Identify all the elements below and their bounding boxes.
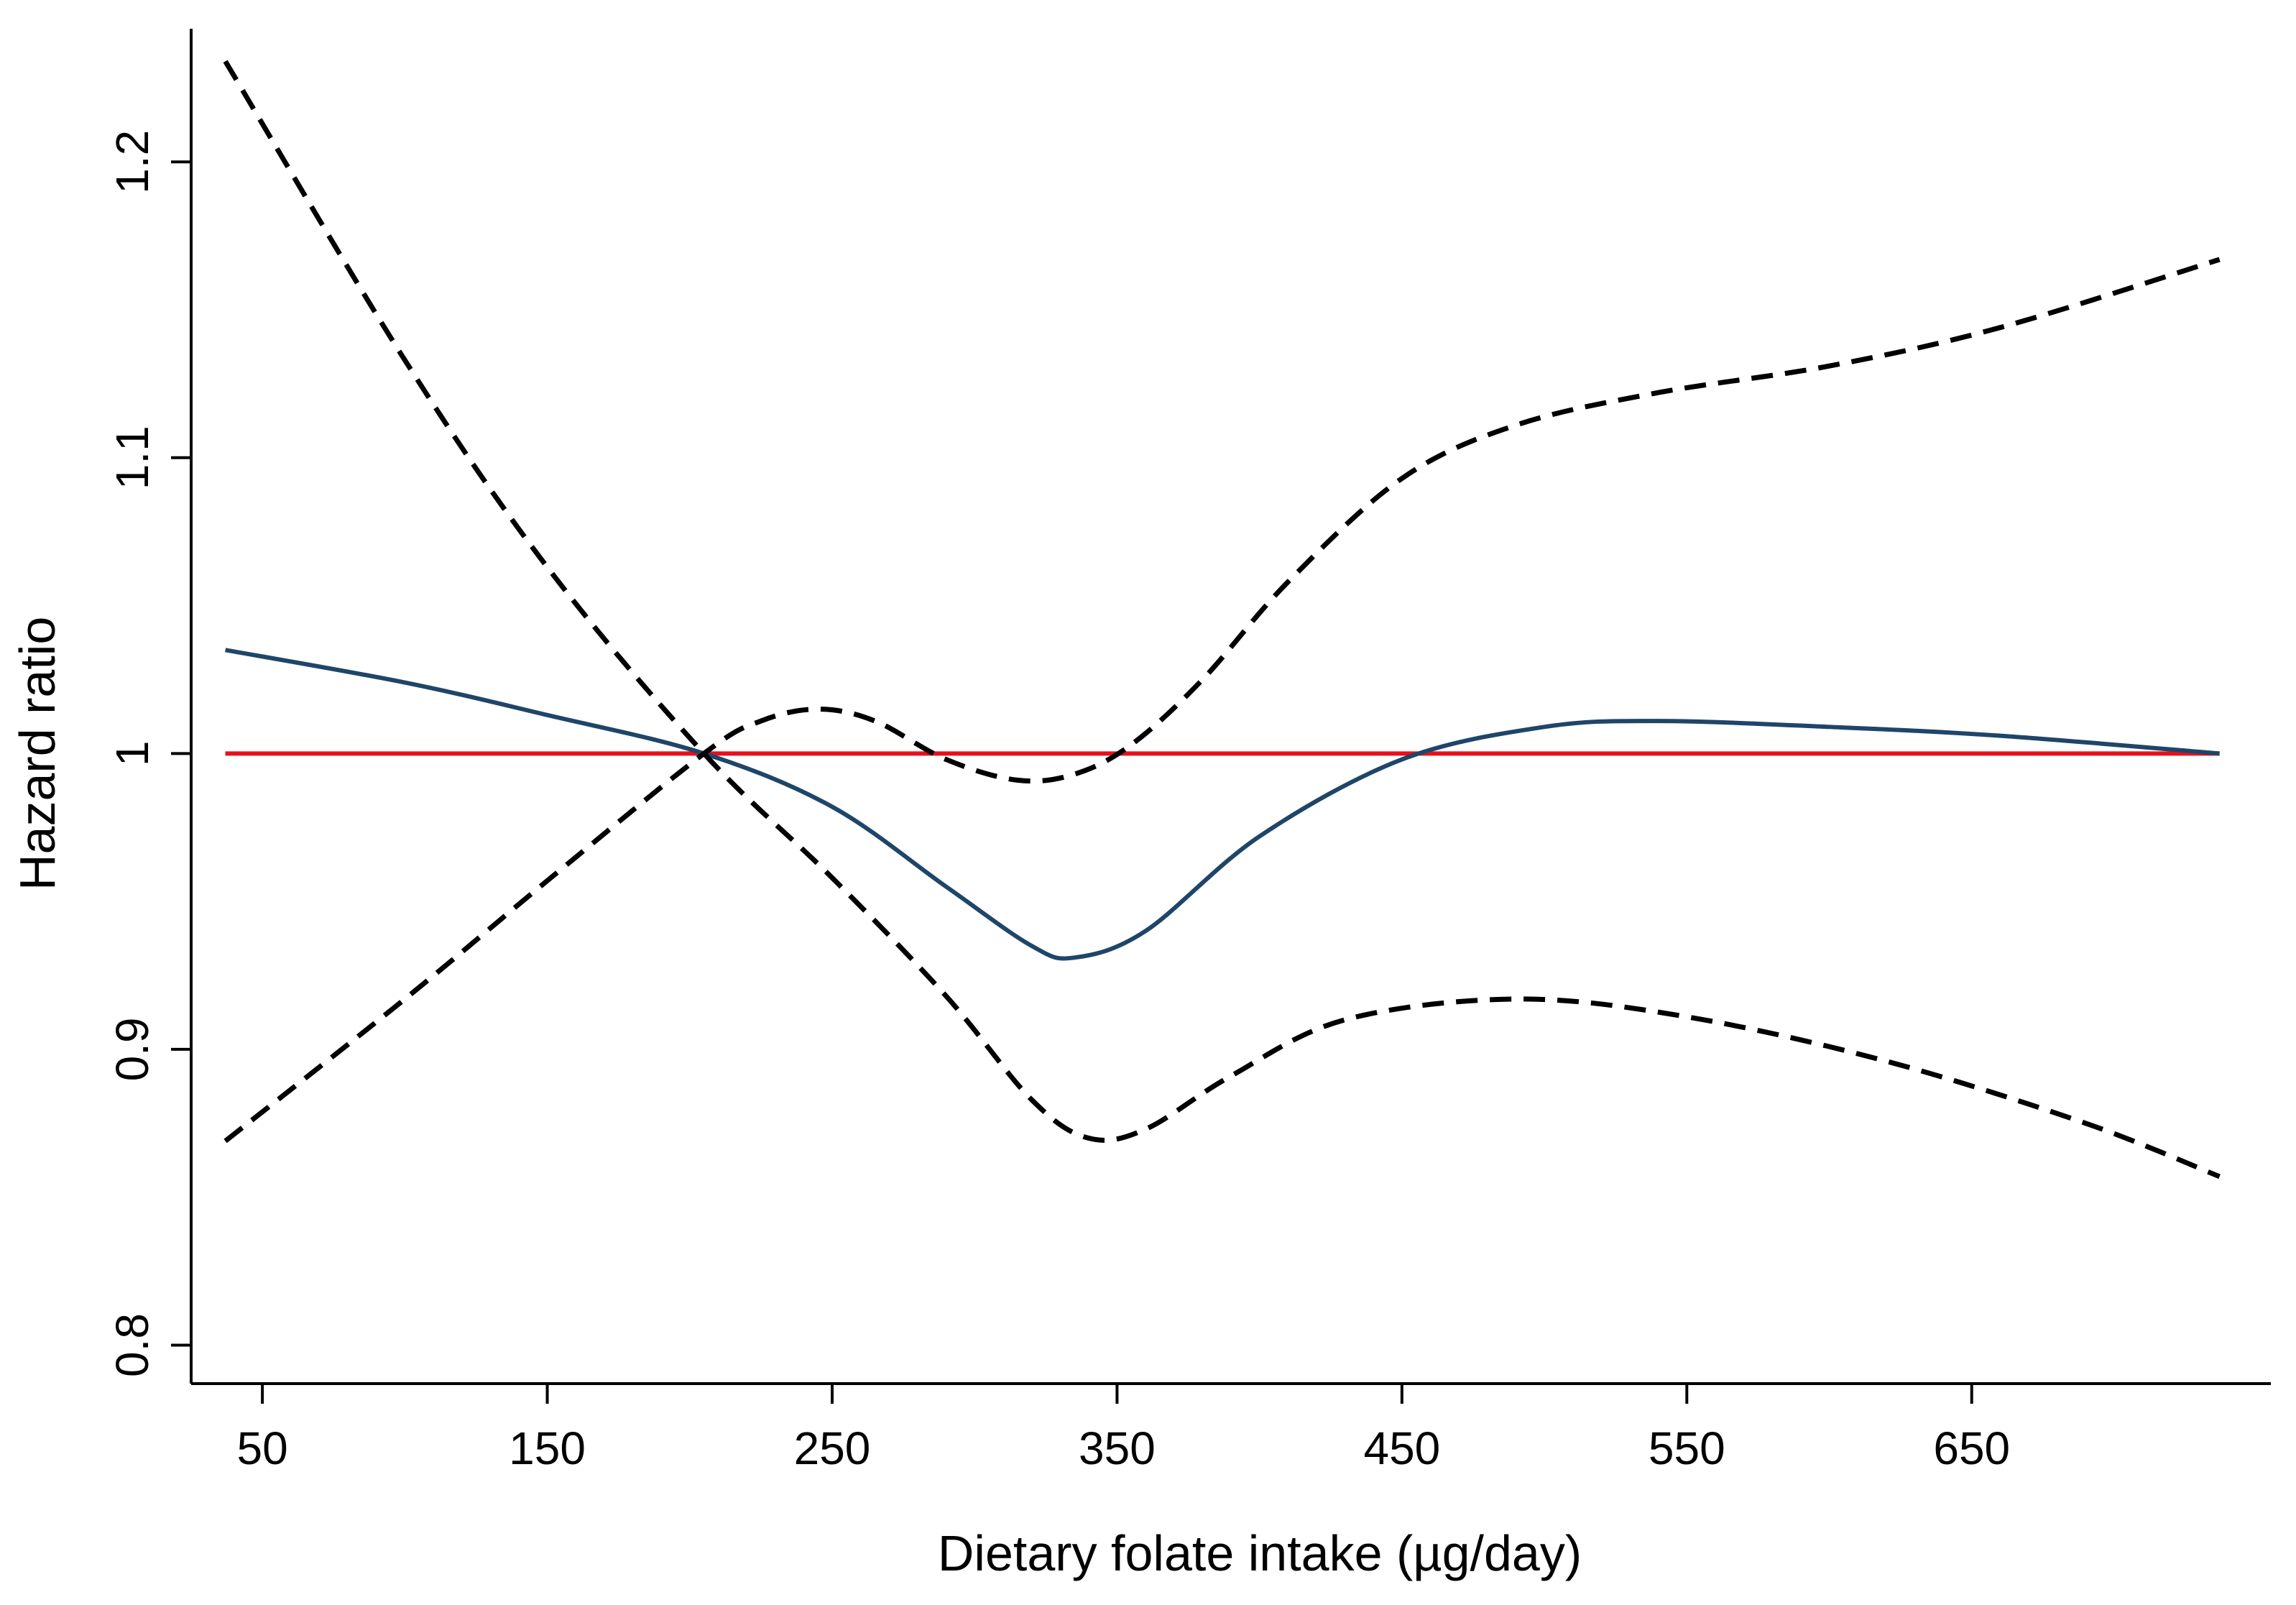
x-tick-label: 450 — [1363, 1422, 1440, 1474]
x-tick-label: 650 — [1933, 1422, 2010, 1474]
upper-ci-line — [223, 257, 2221, 1144]
y-tick-label: 1.1 — [106, 426, 158, 489]
y-tick-label: 0.8 — [106, 1313, 158, 1377]
x-tick-label: 250 — [794, 1422, 871, 1474]
y-tick-label: 0.9 — [106, 1017, 158, 1081]
x-tick-label: 50 — [237, 1422, 288, 1474]
ticks: 50 150 250 350 450 550 650 0.8 0.9 1 1.1 1.2 — [106, 130, 2010, 1474]
y-axis-title: Hazard ratio — [9, 617, 65, 891]
plot-lines — [223, 60, 2221, 1179]
x-tick-label: 550 — [1649, 1422, 1725, 1474]
lower-ci-line — [223, 60, 2221, 1179]
x-tick-label: 350 — [1079, 1422, 1156, 1474]
x-tick-label: 150 — [509, 1422, 586, 1474]
y-tick-label: 1.2 — [106, 130, 158, 194]
hazard-ratio-line — [225, 648, 2220, 961]
y-tick-label: 1 — [106, 741, 158, 767]
axes — [190, 29, 2271, 1385]
x-axis-title: Dietary folate intake (µg/day) — [938, 1525, 1582, 1581]
